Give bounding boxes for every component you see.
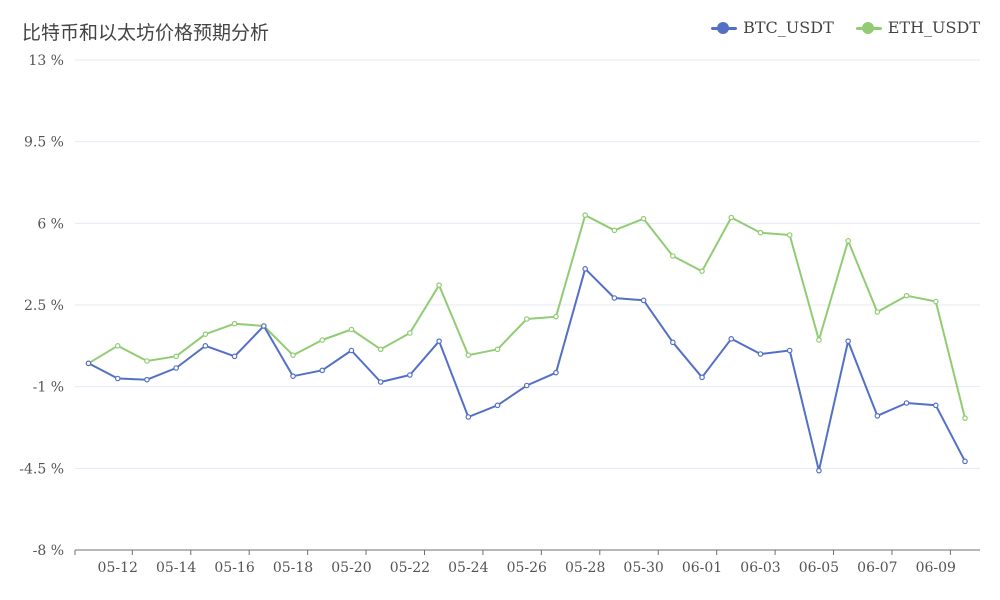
data-point-btc <box>494 402 501 409</box>
data-point-eth <box>757 229 764 236</box>
data-point-eth <box>874 309 881 315</box>
y-tick-label: 2.5 % <box>24 298 64 314</box>
data-point-eth <box>494 346 501 353</box>
x-tick-label: 05-28 <box>565 560 605 576</box>
data-point-eth <box>377 346 384 353</box>
y-tick-label: 9.5 % <box>24 135 64 151</box>
data-point-btc <box>611 295 618 301</box>
data-point-btc <box>874 413 881 419</box>
legend: BTC_USDT ETH_USDT <box>711 18 980 37</box>
data-point-eth <box>436 282 442 288</box>
data-point-eth <box>670 253 676 259</box>
data-point-btc <box>377 379 384 385</box>
data-point-eth <box>903 292 910 299</box>
data-point-eth <box>144 358 150 364</box>
data-point-eth <box>231 320 238 327</box>
data-point-eth <box>319 337 326 343</box>
legend-label-eth: ETH_USDT <box>887 18 980 37</box>
data-point-eth <box>699 268 705 274</box>
data-point-btc <box>582 266 588 272</box>
data-point-eth <box>816 337 822 343</box>
y-tick-label: 13 % <box>28 53 64 69</box>
data-point-btc <box>757 351 764 357</box>
data-point-eth <box>523 316 530 322</box>
legend-swatch-btc <box>711 21 738 35</box>
x-tick-label: 05-26 <box>507 560 547 576</box>
x-tick-label: 05-12 <box>98 560 138 576</box>
data-point-btc <box>523 382 530 389</box>
x-tick-label: 06-01 <box>682 560 722 576</box>
data-point-eth <box>553 313 559 320</box>
data-point-btc <box>290 373 296 379</box>
data-point-eth <box>114 343 121 349</box>
data-point-eth <box>348 326 355 333</box>
data-point-eth <box>640 215 647 222</box>
data-point-eth <box>202 331 209 337</box>
legend-swatch-eth <box>855 21 882 35</box>
data-point-btc <box>348 347 355 354</box>
data-point-btc <box>728 336 735 342</box>
data-point-eth <box>728 214 735 221</box>
data-point-btc <box>85 360 92 367</box>
data-point-btc <box>845 338 851 344</box>
data-point-btc <box>786 347 793 354</box>
data-point-btc <box>114 375 121 382</box>
y-tick-label: -1 % <box>33 380 64 396</box>
x-tick-label: 06-09 <box>916 560 956 576</box>
data-point-btc <box>144 376 150 383</box>
data-point-btc <box>173 365 179 371</box>
data-point-btc <box>319 367 326 374</box>
data-point-btc <box>962 458 968 465</box>
legend-item-btc[interactable]: BTC_USDT <box>711 18 834 37</box>
y-tick-label: -4.5 % <box>19 461 64 477</box>
data-point-btc <box>407 372 413 378</box>
data-point-eth <box>407 330 413 336</box>
x-tick-label: 05-20 <box>331 560 371 576</box>
data-point-btc <box>816 467 822 474</box>
x-tick-label: 05-24 <box>448 560 488 576</box>
legend-item-eth[interactable]: ETH_USDT <box>855 18 980 37</box>
data-point-eth <box>290 352 296 358</box>
series-line-btc <box>88 267 966 472</box>
data-point-btc <box>465 414 472 420</box>
data-point-btc <box>699 374 705 381</box>
data-point-btc <box>553 369 559 376</box>
chart-title: 比特币和以太坊价格预期分析 <box>22 22 270 44</box>
data-point-btc <box>903 400 910 406</box>
data-point-btc <box>260 323 267 329</box>
data-point-btc <box>202 343 209 349</box>
data-point-eth <box>932 298 939 305</box>
y-tick-label: -8 % <box>33 543 64 559</box>
data-point-btc <box>436 338 442 344</box>
x-tick-label: 05-18 <box>273 560 313 576</box>
data-point-btc <box>670 339 676 346</box>
x-tick-label: 06-05 <box>799 560 839 576</box>
data-point-eth <box>465 352 472 358</box>
data-point-btc <box>932 402 939 409</box>
data-point-eth <box>962 415 968 421</box>
y-tick-label: 6 % <box>37 216 64 232</box>
data-point-eth <box>845 238 851 244</box>
x-tick-label: 06-03 <box>740 560 780 576</box>
data-point-eth <box>611 227 618 234</box>
data-point-btc <box>231 353 238 360</box>
x-tick-label: 05-22 <box>390 560 430 576</box>
x-tick-label: 05-14 <box>156 560 196 576</box>
data-point-eth <box>173 353 179 360</box>
data-point-eth <box>582 212 588 218</box>
legend-label-btc: BTC_USDT <box>743 18 834 37</box>
data-point-eth <box>786 232 793 238</box>
data-point-btc <box>640 297 647 304</box>
x-tick-label: 06-07 <box>857 560 897 576</box>
x-tick-label: 05-16 <box>214 560 254 576</box>
x-tick-label: 05-30 <box>623 560 663 576</box>
